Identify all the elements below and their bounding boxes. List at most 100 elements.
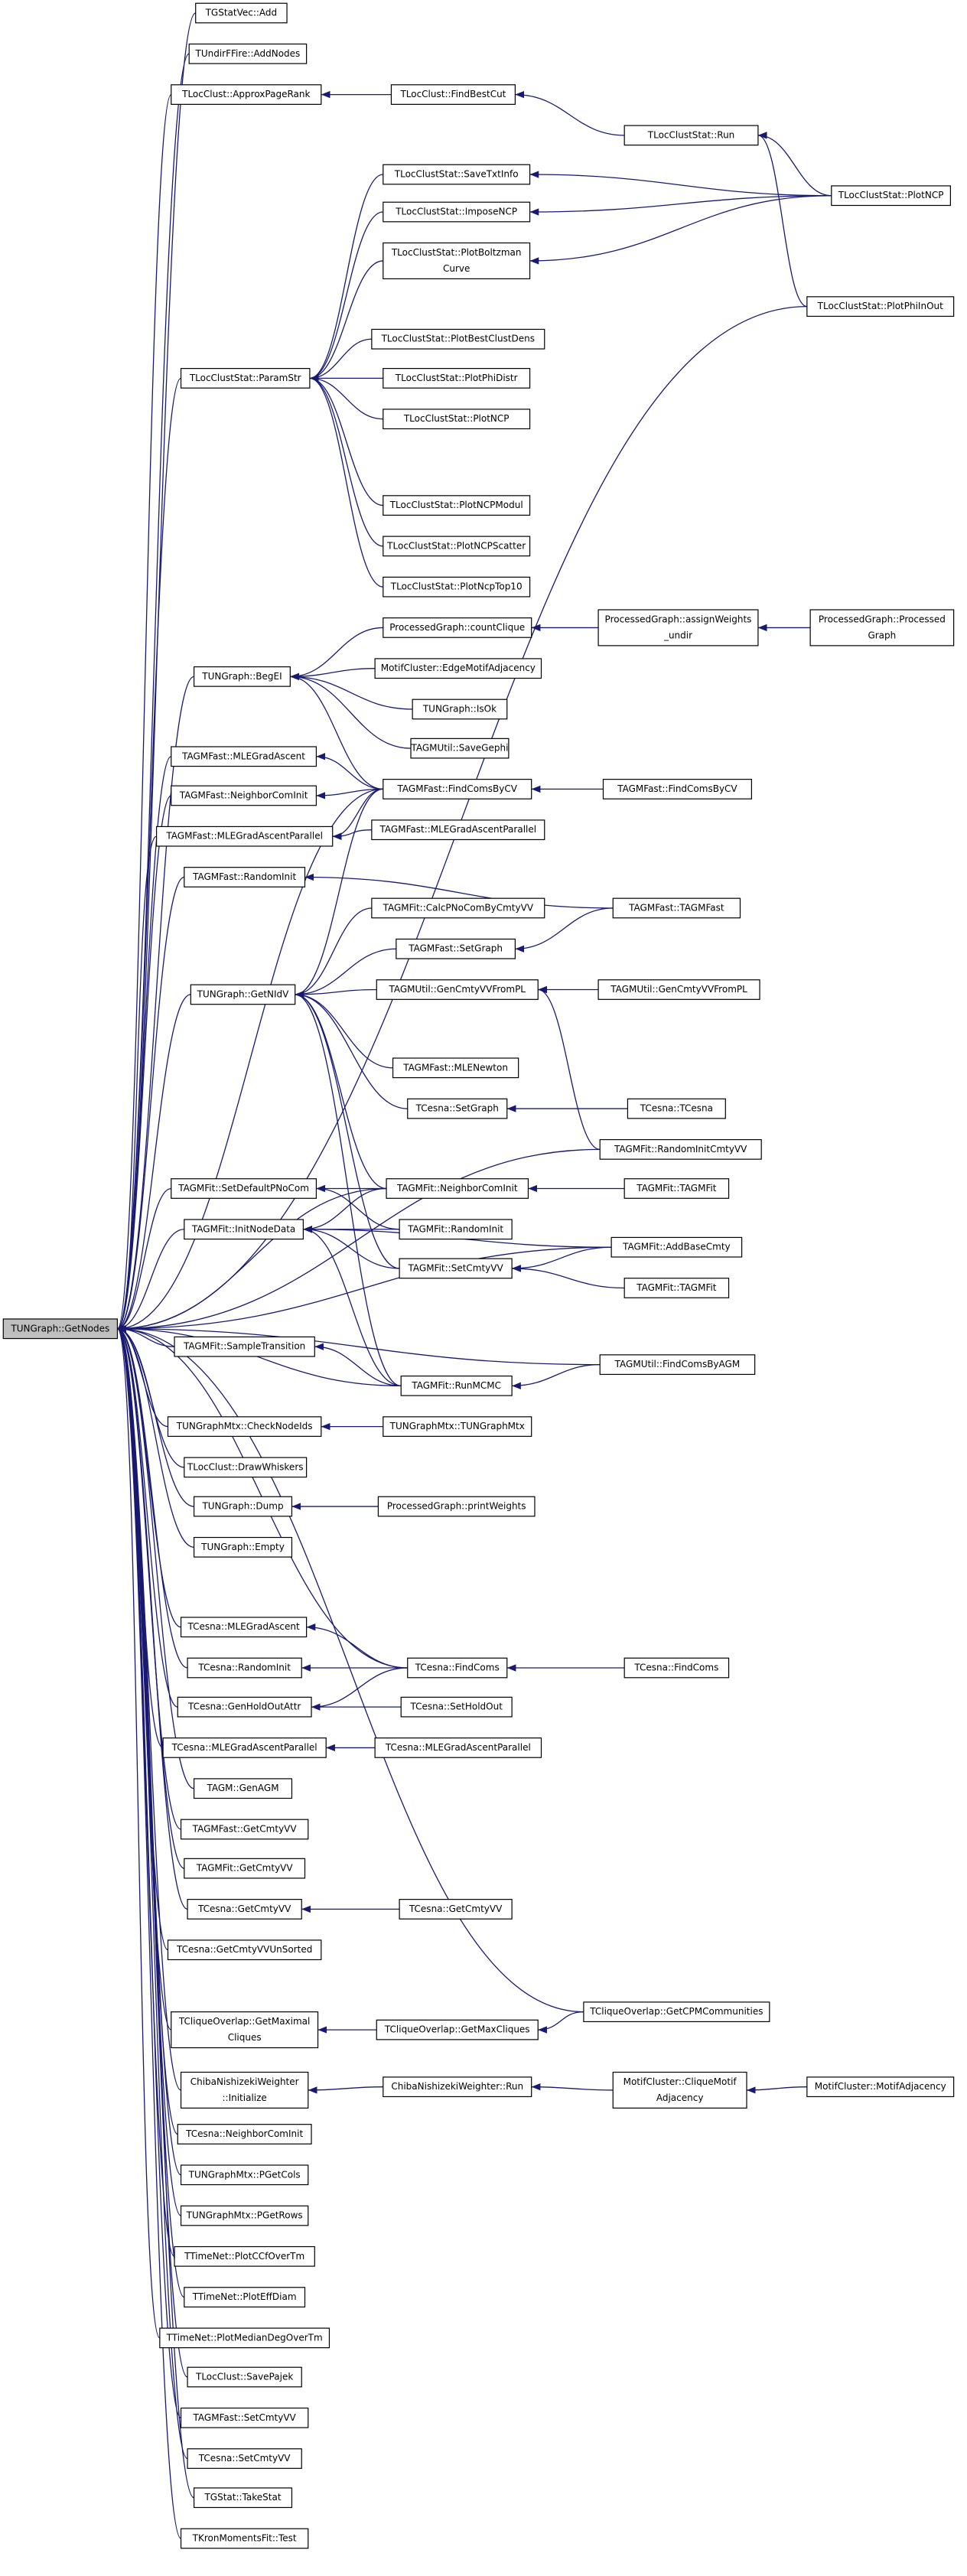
graph-node[interactable]: TAGMFast::RandomInit <box>184 867 306 887</box>
graph-node[interactable]: TTimeNet::PlotMedianDegOverTm <box>159 2327 330 2349</box>
graph-node[interactable]: TCesna::RandomInit <box>187 1657 302 1679</box>
graph-node[interactable]: TGStat::TakeStat <box>193 2487 293 2509</box>
graph-node[interactable]: TAGM::GenAGM <box>193 1778 293 1799</box>
graph-node[interactable]: TCesna::GenHoldOutAttr <box>177 1696 312 1718</box>
graph-node[interactable]: TAGMFast::MLEGradAscentParallel <box>371 819 545 841</box>
graph-node[interactable]: TUNGraph::Empty <box>193 1536 293 1558</box>
graph-node[interactable]: ProcessedGraph::ProcessedGraph <box>809 609 955 646</box>
graph-node[interactable]: TAGMFast::TAGMFast <box>612 897 741 919</box>
node-box <box>383 617 532 638</box>
node-label: TLocClust::DrawWhiskers <box>187 1461 304 1472</box>
graph-node[interactable]: TAGMUtil::GenCmtyVVFromPL <box>597 979 760 1000</box>
graph-node[interactable]: TLocClust::DrawWhiskers <box>184 1457 308 1478</box>
graph-node[interactable]: TUndirFFire::AddNodes <box>188 43 308 64</box>
graph-node[interactable]: TAGMUtil::FindComsByAGM <box>599 1354 756 1376</box>
graph-node[interactable]: TAGMFit::TAGMFit <box>624 1178 730 1199</box>
graph-node[interactable]: TCesna::GetCmtyVV <box>399 1899 513 1920</box>
graph-node[interactable]: TAGMFast::FindComsByCV <box>602 779 752 800</box>
call-edge <box>512 1265 625 1289</box>
graph-node[interactable]: TKronMomentsFit::Test <box>180 2528 309 2549</box>
graph-node[interactable]: TUNGraph::GetNIdV <box>190 984 296 1005</box>
graph-node[interactable]: TAGMFit::SetDefaultPNoCom <box>171 1178 317 1199</box>
graph-node[interactable]: ProcessedGraph::assignWeights_undir <box>597 609 759 646</box>
graph-node[interactable]: TCesna::FindComs <box>407 1657 508 1679</box>
graph-node[interactable]: TAGMFit::InitNodeData <box>184 1219 304 1240</box>
graph-node[interactable]: ProcessedGraph::countClique <box>383 617 532 638</box>
graph-node[interactable]: TUNGraph::GetNodes <box>2 1318 119 1340</box>
graph-node[interactable]: TLocClustStat::PlotNCP <box>831 185 951 207</box>
call-edge <box>308 2086 383 2094</box>
graph-node[interactable]: TCesna::MLEGradAscentParallel <box>374 1737 542 1758</box>
graph-node[interactable]: TLocClust::SavePajek <box>187 2366 302 2388</box>
graph-node[interactable]: TLocClustStat::PlotPhiDistr <box>383 368 531 389</box>
graph-node[interactable]: TAGMFast::MLENewton <box>392 1057 519 1079</box>
graph-node[interactable]: TUNGraphMtx::PGetRows <box>180 2205 309 2226</box>
graph-node[interactable]: TAGMFit::CalcPNoComByCmtyVV <box>371 897 545 919</box>
graph-node[interactable]: TUNGraph::BegEI <box>193 666 291 687</box>
graph-node[interactable]: MotifCluster::MotifAdjacency <box>806 2076 955 2098</box>
graph-node[interactable]: TLocClustStat::PlotNCPScatter <box>383 536 531 557</box>
graph-node[interactable]: TLocClustStat::ImposeNCP <box>383 201 531 223</box>
graph-node[interactable]: TCesna::MLEGradAscent <box>180 1617 308 1638</box>
graph-node[interactable]: TTimeNet::PlotCCfOverTm <box>174 2245 315 2267</box>
graph-node[interactable]: TGStatVec::Add <box>195 2 288 24</box>
graph-node[interactable]: TCesna::SetCmtyVV <box>187 2448 302 2469</box>
graph-node[interactable]: TCesna::MLEGradAscentParallel <box>162 1737 327 1758</box>
graph-node[interactable]: TCesna::SetGraph <box>407 1098 508 1119</box>
graph-node[interactable]: TAGMFit::RandomInitCmtyVV <box>599 1138 762 1160</box>
graph-node[interactable]: TAGMFit::AddBaseCmty <box>610 1236 743 1258</box>
graph-node[interactable]: TAGMUtil::SaveGephi <box>410 738 510 759</box>
graph-node[interactable]: TAGMFit::NeighborComInit <box>386 1178 529 1199</box>
graph-node[interactable]: TLocClustStat::PlotPhiInOut <box>806 296 955 318</box>
graph-node[interactable]: TLocClust::ApproxPageRank <box>171 84 322 105</box>
graph-node[interactable]: TAGMFit::RunMCMC <box>400 1375 513 1396</box>
graph-node[interactable]: TUNGraphMtx::CheckNodeIds <box>167 1416 322 1438</box>
graph-node[interactable]: TCliqueOverlap::GetCPMCommunities <box>583 2001 770 2023</box>
graph-node[interactable]: TLocClustStat::PlotNCPModul <box>383 495 531 516</box>
graph-node[interactable]: TAGMFast::FindComsByCV <box>383 779 532 800</box>
graph-node[interactable]: TAGMFit::RandomInit <box>399 1219 513 1240</box>
graph-node[interactable]: TLocClustStat::SaveTxtInfo <box>383 164 531 185</box>
graph-node[interactable]: TAGMFit::GetCmtyVV <box>184 1858 306 1879</box>
graph-node[interactable]: TUNGraph::IsOk <box>412 699 508 720</box>
graph-node[interactable]: TLocClustStat::ParamStr <box>180 368 311 389</box>
graph-node[interactable]: TLocClustStat::PlotNcpTop10 <box>383 576 531 598</box>
graph-node[interactable]: TTimeNet::PlotEffDiam <box>184 2287 306 2307</box>
graph-node[interactable]: ChibaNishizekiWeighter::Initialize <box>180 2071 309 2109</box>
graph-node[interactable]: TCesna::SetHoldOut <box>400 1696 513 1718</box>
graph-node[interactable]: ChibaNishizekiWeighter::Run <box>383 2076 532 2098</box>
graph-node[interactable]: TCesna::NeighborComInit <box>177 2124 312 2144</box>
graph-node[interactable]: TCesna::GetCmtyVV <box>187 1899 302 1920</box>
graph-node[interactable]: TAGMUtil::GenCmtyVVFromPL <box>376 979 539 1000</box>
graph-node[interactable]: TLocClustStat::PlotBestClustDens <box>371 328 545 350</box>
graph-node[interactable]: MotifCluster::EdgeMotifAdjacency <box>374 658 542 679</box>
node-box <box>371 819 545 841</box>
graph-node[interactable]: ProcessedGraph::printWeights <box>377 1496 536 1517</box>
graph-node[interactable]: TLocClust::FindBestCut <box>390 84 516 105</box>
graph-node[interactable]: TUNGraphMtx::PGetCols <box>180 2164 309 2186</box>
graph-node[interactable]: TCliqueOverlap::GetMaxCliques <box>376 2019 539 2040</box>
graph-node[interactable]: TLocClustStat::Run <box>624 125 759 146</box>
graph-node[interactable]: TAGMFast::NeighborComInit <box>171 785 317 806</box>
graph-node[interactable]: TAGMFit::TAGMFit <box>624 1278 730 1298</box>
graph-node[interactable]: TCesna::FindComs <box>624 1657 730 1679</box>
node-label: TUNGraphMtx::TUNGraphMtx <box>389 1421 525 1431</box>
graph-node[interactable]: TAGMFast::SetCmtyVV <box>180 2407 309 2428</box>
graph-node[interactable]: TAGMFit::SampleTransition <box>174 1336 315 1357</box>
graph-node[interactable]: TCesna::GetCmtyVVUnSorted <box>167 1939 322 1961</box>
graph-node[interactable]: TCesna::TCesna <box>627 1098 726 1119</box>
graph-node[interactable]: TUNGraph::Dump <box>193 1496 293 1517</box>
graph-node[interactable]: TAGMFast::MLEGradAscentParallel <box>155 826 334 847</box>
graph-node[interactable]: TUNGraphMtx::TUNGraphMtx <box>383 1416 532 1438</box>
graph-node[interactable]: TLocClustStat::PlotNCP <box>383 409 531 430</box>
graph-node[interactable]: TAGMFast::GetCmtyVV <box>180 1819 309 1840</box>
graph-node[interactable]: TAGMFit::SetCmtyVV <box>399 1258 513 1279</box>
node-box <box>174 1336 315 1357</box>
call-edge <box>314 1343 402 1386</box>
graph-node[interactable]: TAGMFast::MLEGradAscent <box>171 746 317 767</box>
graph-node[interactable]: TAGMFast::SetGraph <box>396 938 516 959</box>
node-label: TAGMFit::NeighborComInit <box>396 1183 518 1194</box>
